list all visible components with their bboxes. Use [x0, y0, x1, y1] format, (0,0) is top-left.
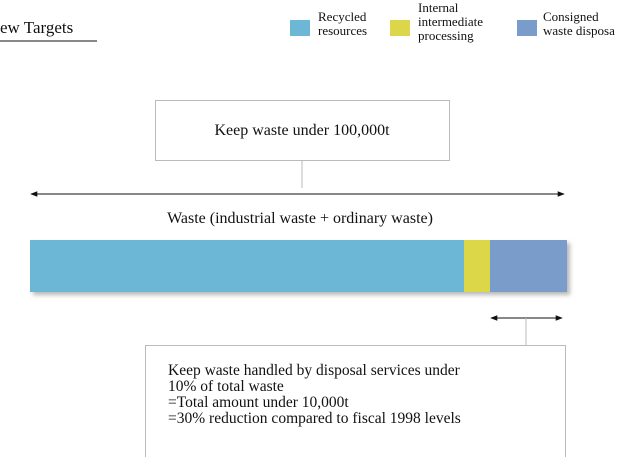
text-line: Recycled	[318, 9, 367, 24]
disposal-box	[145, 345, 566, 457]
legend-swatch	[517, 20, 537, 36]
legend-swatch	[290, 20, 310, 36]
text-line: Consigned	[543, 9, 599, 24]
text-line: =Total amount under 10,000t	[168, 394, 349, 411]
legend-label: Internal intermediate processing	[418, 0, 486, 43]
text-line: =30% reduction compared to fiscal 1998 l…	[168, 410, 461, 427]
text-line: Keep waste handled by disposal services …	[168, 362, 461, 379]
target-box	[155, 100, 450, 161]
target-text: Keep waste under 100,000t	[214, 122, 390, 139]
text-line: Internal	[418, 0, 459, 15]
legend-label: Recycled resources	[318, 9, 370, 38]
text-line: 10% of total waste	[168, 378, 284, 395]
legend-label: Consigned waste disposa	[543, 9, 615, 38]
bar-segment	[464, 240, 490, 292]
legend-swatch	[390, 20, 410, 36]
bar-label: Waste (industrial waste + ordinary waste…	[167, 210, 433, 227]
text-line: waste disposa	[543, 23, 615, 38]
text-line: resources	[318, 23, 367, 38]
title: ew Targets	[0, 18, 73, 37]
text-line: processing	[418, 28, 474, 43]
text-line: intermediate	[418, 14, 483, 29]
waste-bar	[30, 240, 567, 292]
bar-segment	[490, 240, 567, 292]
disposal-text: Keep waste handled by disposal services …	[168, 362, 464, 427]
bar-segment	[30, 240, 464, 292]
